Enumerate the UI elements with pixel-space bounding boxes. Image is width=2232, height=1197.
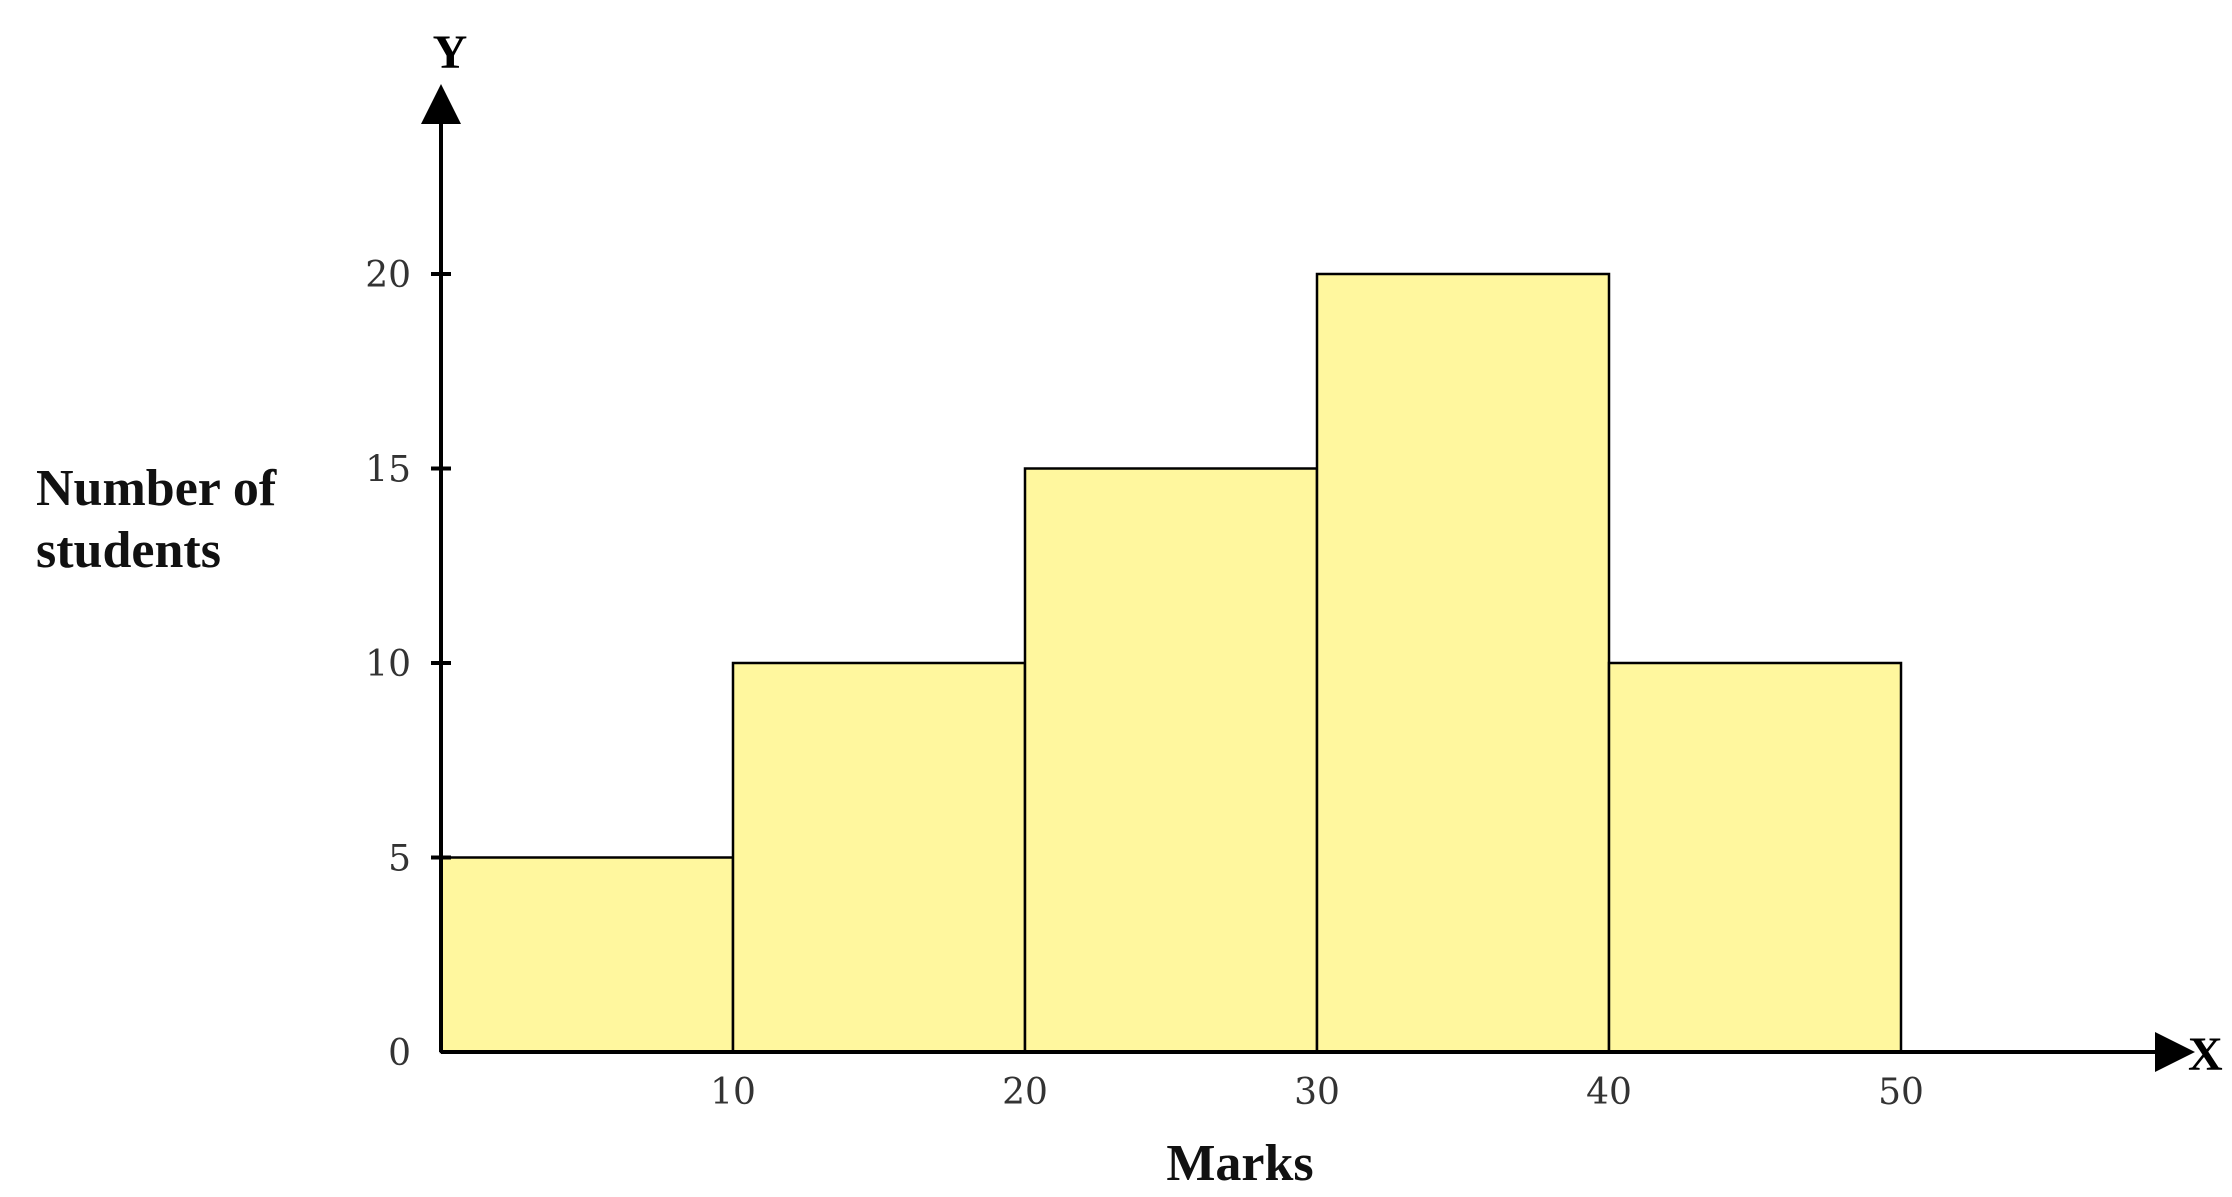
- bars-group: [439, 272, 1903, 1054]
- x-tick-label: 20: [1002, 1072, 1048, 1113]
- x-tick-label: 40: [1586, 1072, 1632, 1113]
- y-tick-label: 0: [388, 1033, 411, 1074]
- histogram-bar-2: [731, 661, 1027, 1054]
- axes-group: [421, 84, 2195, 1072]
- y-tick-label: 20: [365, 255, 411, 296]
- x-tick-label: 30: [1294, 1072, 1340, 1113]
- x-axis-title: Marks: [1166, 1135, 1313, 1192]
- x-tick-label: 10: [710, 1072, 756, 1113]
- y-axis-letter: Y: [433, 26, 468, 79]
- y-axis-title: Number of students: [36, 460, 289, 579]
- x-axis-letter: X: [2188, 1028, 2223, 1081]
- y-tick-label: 15: [365, 450, 411, 491]
- x-tick-label: 50: [1878, 1072, 1924, 1113]
- histogram-bar-1: [439, 856, 735, 1054]
- y-axis-title-line-2: students: [36, 522, 221, 579]
- x-ticks-group: 10 20 30 40 50: [710, 1072, 1924, 1113]
- y-axis-title-line-1: Number of: [36, 460, 277, 517]
- y-tick-label: 5: [388, 839, 411, 880]
- histogram-bar-5: [1607, 661, 1903, 1054]
- y-tick-label: 10: [365, 644, 411, 685]
- y-ticks-group: 0 5 10 15 20: [365, 255, 451, 1074]
- histogram-bar-4: [1315, 272, 1611, 1054]
- histogram-bar-3: [1023, 467, 1319, 1054]
